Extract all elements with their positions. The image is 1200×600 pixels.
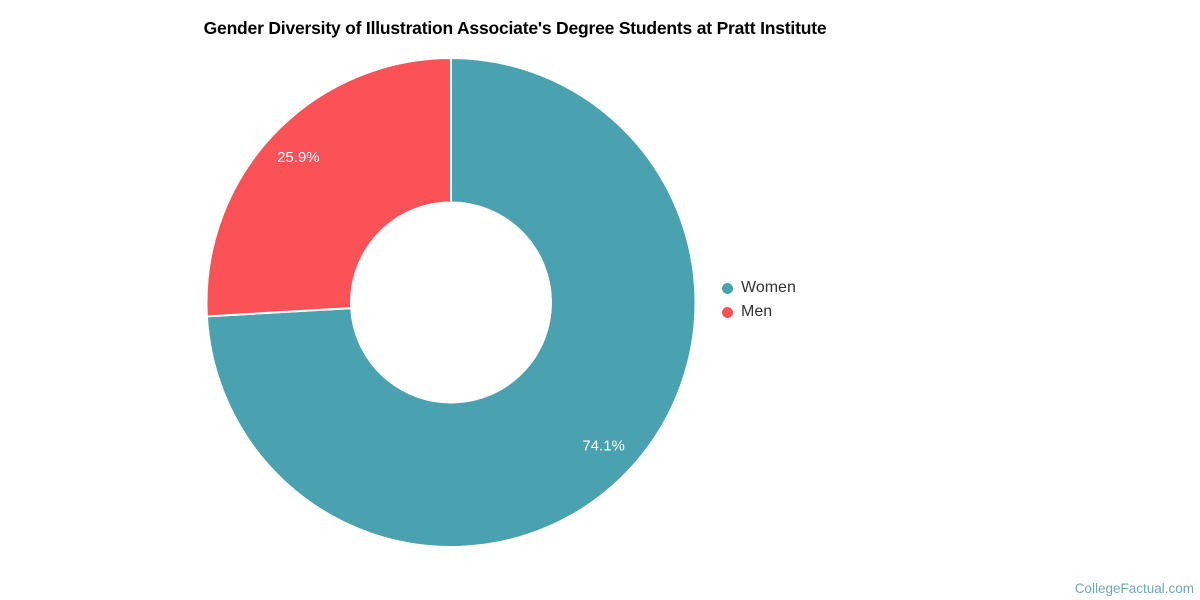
legend: Women Men — [722, 276, 796, 324]
slice-label-men: 25.9% — [277, 149, 320, 166]
legend-item-women[interactable]: Women — [722, 276, 796, 300]
watermark-link[interactable]: CollegeFactual.com — [1074, 581, 1194, 596]
legend-label-men: Men — [741, 303, 773, 320]
slice-label-women: 74.1% — [582, 438, 625, 455]
pie-slice-men[interactable] — [205, 57, 452, 318]
chart-title: Gender Diversity of Illustration Associa… — [203, 18, 827, 38]
pie-slice-women[interactable] — [205, 57, 697, 548]
legend-item-men[interactable]: Men — [722, 300, 796, 324]
legend-marker-women-icon — [722, 282, 733, 294]
legend-marker-men-icon — [722, 306, 733, 318]
legend-label-women: Women — [741, 279, 796, 296]
